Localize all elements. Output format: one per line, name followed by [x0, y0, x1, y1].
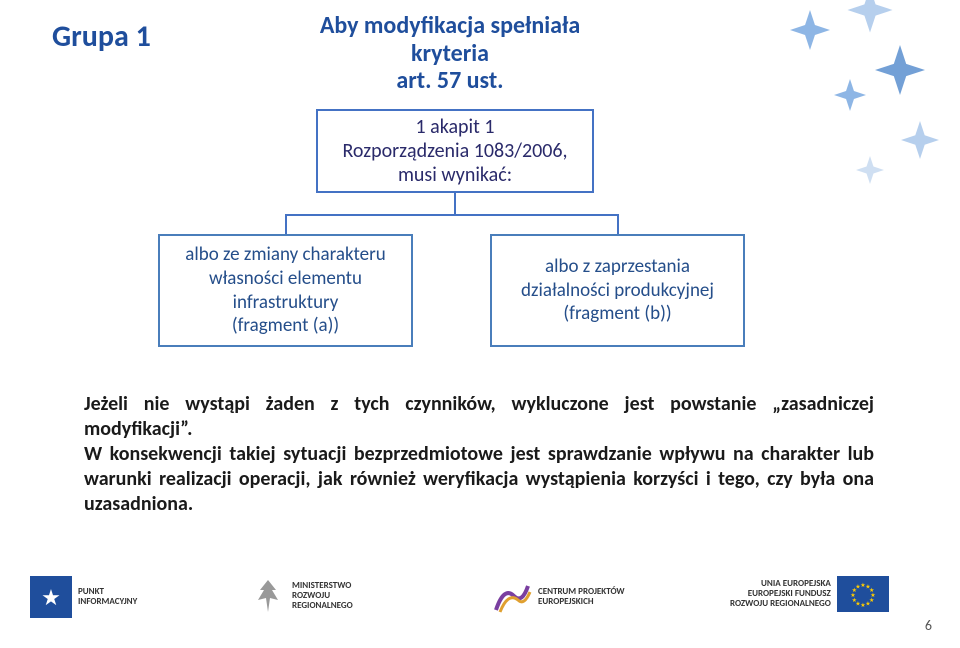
footer-item: MINISTERSTWOROZWOJUREGIONALNEGO	[250, 576, 353, 616]
child-box-line: własności elementu	[185, 267, 385, 291]
footer-item-text: CENTRUM PROJEKTÓWEUROPEJSKICH	[538, 587, 625, 607]
decorative-stars	[710, 0, 960, 250]
paragraph-line: Jeżeli nie wystąpi żaden z tych czynnikó…	[84, 392, 874, 442]
child-box-line: (fragment (a))	[185, 314, 385, 338]
child-box-line: (fragment (b))	[521, 302, 714, 326]
svg-text:★: ★	[855, 582, 860, 590]
child-box-line: działalności produkcyjnej	[521, 279, 714, 303]
connector-drop-right	[617, 214, 619, 234]
top-box-line: musi wynikać:	[342, 163, 567, 187]
page-number-text: 6	[925, 617, 932, 634]
child-box-line: albo ze zmiany charakteru	[185, 243, 385, 267]
connector-hbar	[285, 214, 619, 216]
svg-text:★: ★	[865, 600, 870, 608]
center-title-line: kryteria	[285, 40, 615, 68]
child-box-line: albo z zaprzestania	[521, 255, 714, 279]
footer-logo-icon	[250, 576, 286, 616]
paragraph-line: W konsekwencji takiej sytuacji bezprzedm…	[84, 442, 874, 517]
center-title-line: art. 57 ust.	[285, 67, 615, 95]
top-box-line: 1 akapit 1	[342, 115, 567, 139]
top-box: 1 akapit 1Rozporządzenia 1083/2006,musi …	[316, 109, 594, 193]
child-box-right: albo z zaprzestaniadziałalności produkcy…	[490, 234, 745, 347]
center-title: Aby modyfikacja spełniałakryteriaart. 57…	[285, 12, 615, 95]
page-number: 6	[925, 617, 932, 634]
group-title-text: Grupa 1	[52, 18, 151, 55]
top-box-line: Rozporządzenia 1083/2006,	[342, 139, 567, 163]
body-paragraph: Jeżeli nie wystąpi żaden z tych czynnikó…	[84, 392, 874, 517]
footer-logos: ★ PUNKTINFORMACYJNY MINISTERSTWOROZWOJUREG…	[30, 566, 930, 636]
child-box-left: albo ze zmiany charakteruwłasności eleme…	[158, 234, 413, 347]
child-box-line: infrastruktury	[185, 291, 385, 315]
footer-item-text: PUNKTINFORMACYJNY	[78, 587, 137, 607]
group-title: Grupa 1	[52, 18, 151, 55]
footer-logo-icon: ★★★★★★★★★★★★	[837, 576, 889, 612]
footer-logo-icon: ★	[30, 576, 72, 618]
footer-item-text: MINISTERSTWOROZWOJUREGIONALNEGO	[292, 581, 353, 611]
connector-stem	[454, 193, 456, 214]
footer-item: CENTRUM PROJEKTÓWEUROPEJSKICH	[490, 576, 625, 618]
svg-text:★: ★	[860, 601, 865, 609]
connector-drop-left	[285, 214, 287, 234]
center-title-line: Aby modyfikacja spełniała	[285, 12, 615, 40]
footer-item-text: UNIA EUROPEJSKAEUROPEJSKI FUNDUSZROZWOJU…	[730, 579, 831, 609]
footer-logo-icon	[490, 576, 532, 618]
footer-item: ★★★★★★★★★★★★UNIA EUROPEJSKAEUROPEJSKI FU…	[730, 576, 889, 612]
footer-item: ★ PUNKTINFORMACYJNY	[30, 576, 137, 618]
